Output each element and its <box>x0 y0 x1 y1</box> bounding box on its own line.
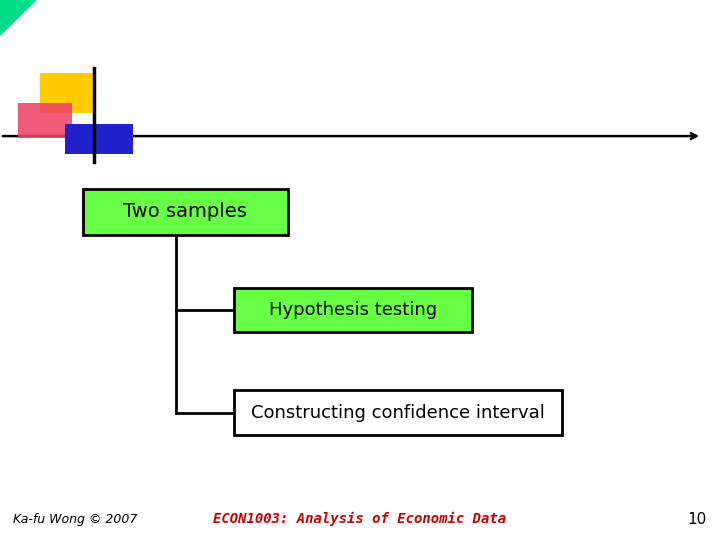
Bar <box>234 390 562 435</box>
Bar <box>234 288 472 332</box>
Text: ECON1003: Analysis of Economic Data: ECON1003: Analysis of Economic Data <box>213 512 507 526</box>
Polygon shape <box>0 0 36 35</box>
Text: 10: 10 <box>688 511 707 526</box>
Bar <box>40 73 94 113</box>
Bar <box>65 124 133 154</box>
Bar <box>18 103 72 138</box>
Text: Hypothesis testing: Hypothesis testing <box>269 301 437 319</box>
Bar <box>83 189 288 235</box>
Text: Ka-fu Wong © 2007: Ka-fu Wong © 2007 <box>13 514 138 526</box>
Text: Constructing confidence interval: Constructing confidence interval <box>251 403 545 422</box>
Text: Two samples: Two samples <box>123 202 248 221</box>
